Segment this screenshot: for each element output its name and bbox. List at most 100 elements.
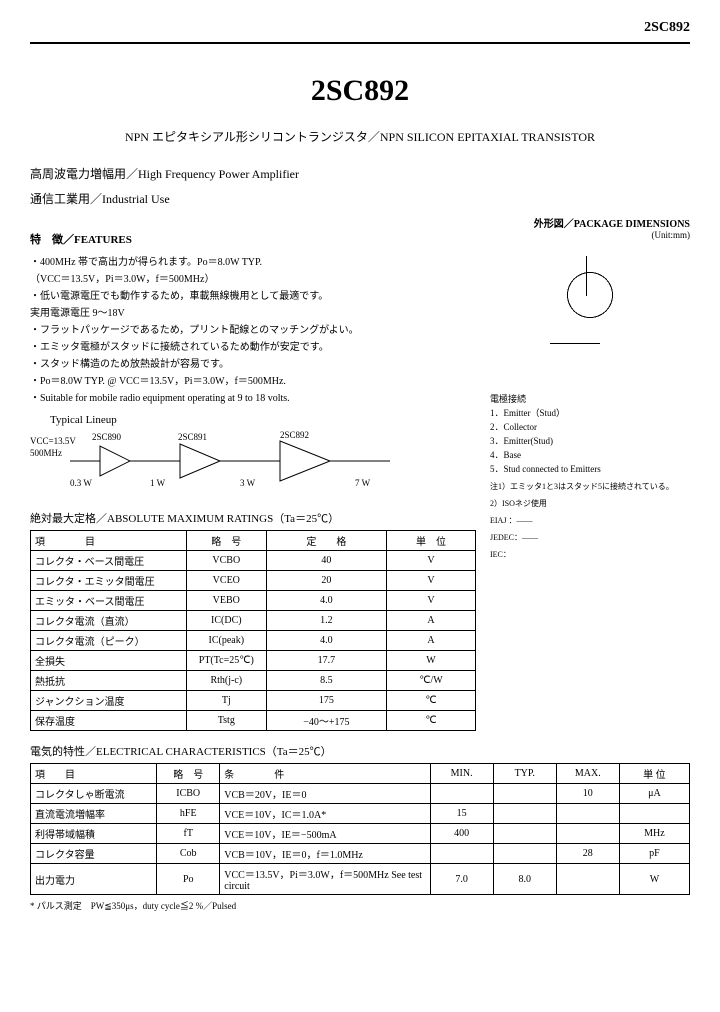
features-list: ・400MHz 帯で高出力が得られます。Po＝8.0W TYP. （VCC＝13… bbox=[30, 253, 476, 404]
table-cell bbox=[493, 784, 556, 804]
part-title: 2SC892 bbox=[30, 74, 690, 108]
table-cell: −40～+175 bbox=[266, 711, 386, 731]
table-cell: 8.0 bbox=[493, 864, 556, 895]
subtitle: NPN エピタキシアル形シリコントランジスタ／NPN SILICON EPITA… bbox=[30, 128, 690, 145]
table-cell: A bbox=[386, 611, 475, 631]
table-row: コレクタ・エミッタ間電圧VCEO20V bbox=[31, 571, 476, 591]
table-row: 熱抵抗Rth(j-c)8.5℃/W bbox=[31, 671, 476, 691]
table-cell: コレクタ・ベース間電圧 bbox=[31, 551, 187, 571]
lineup-freq: 500MHz bbox=[30, 448, 62, 458]
lineup-title: Typical Lineup bbox=[50, 414, 476, 426]
feature-item: 実用電源電圧 9～18V bbox=[30, 304, 476, 319]
table-cell: Rth(j-c) bbox=[186, 671, 266, 691]
table-cell: VEBO bbox=[186, 591, 266, 611]
table-cell: 直流電流増幅率 bbox=[31, 804, 157, 824]
table-cell bbox=[556, 824, 619, 844]
feature-item: ・Suitable for mobile radio equipment ope… bbox=[30, 389, 476, 404]
feature-item: ・エミッタ電極がスタッドに接続されているため動作が安定です。 bbox=[30, 338, 476, 353]
table-cell: 出力電力 bbox=[31, 864, 157, 895]
table-cell: 4.0 bbox=[266, 591, 386, 611]
abs-table: 項 目 略 号 定 格 単 位 コレクタ・ベース間電圧VCBO40Vコレクタ・エ… bbox=[30, 530, 476, 731]
feature-item: （VCC＝13.5V，Pi＝3.0W，f＝500MHz） bbox=[30, 270, 476, 285]
package-label: 1．Emitter（Stud） bbox=[490, 406, 690, 419]
table-cell: V bbox=[386, 571, 475, 591]
table-cell: 10 bbox=[556, 784, 619, 804]
header-rule bbox=[30, 42, 690, 44]
lineup-vcc: VCC=13.5V bbox=[30, 436, 76, 446]
package-std: EIAJ ：—— bbox=[490, 515, 690, 526]
table-cell: W bbox=[386, 651, 475, 671]
table-cell: fT bbox=[157, 824, 220, 844]
elec-col: 単 位 bbox=[619, 764, 689, 784]
package-note: 注1）エミッタ1と3はスタッド5に接続されている。 bbox=[490, 481, 690, 492]
lineup-out: 1 W bbox=[150, 478, 166, 488]
table-cell: ℃/W bbox=[386, 671, 475, 691]
app-line-1: 高周波電力増幅用／High Frequency Power Amplifier bbox=[30, 165, 690, 182]
table-cell: V bbox=[386, 551, 475, 571]
package-label: 2．Collector bbox=[490, 420, 690, 433]
features-heading: 特 徴／FEATURES bbox=[30, 231, 476, 247]
table-cell: 17.7 bbox=[266, 651, 386, 671]
table-cell: VCEO bbox=[186, 571, 266, 591]
table-cell: W bbox=[619, 864, 689, 895]
table-cell: PT(Tc=25℃) bbox=[186, 651, 266, 671]
table-cell bbox=[556, 864, 619, 895]
elec-col: TYP. bbox=[493, 764, 556, 784]
package-std: IEC： bbox=[490, 549, 690, 560]
table-cell: IC(DC) bbox=[186, 611, 266, 631]
table-row: 全損失PT(Tc=25℃)17.7W bbox=[31, 651, 476, 671]
table-cell: 1.2 bbox=[266, 611, 386, 631]
table-row: 出力電力PoVCC＝13.5V，Pi＝3.0W，f＝500MHz See tes… bbox=[31, 864, 690, 895]
table-cell: 175 bbox=[266, 691, 386, 711]
table-row: エミッタ・ベース間電圧VEBO4.0V bbox=[31, 591, 476, 611]
table-cell: 4.0 bbox=[266, 631, 386, 651]
package-label: 3．Emitter(Stud) bbox=[490, 434, 690, 447]
table-cell: 保存温度 bbox=[31, 711, 187, 731]
table-cell: コレクタ・エミッタ間電圧 bbox=[31, 571, 187, 591]
table-cell: 8.5 bbox=[266, 671, 386, 691]
package-column: 外形図／PACKAGE DIMENSIONS (Unit:mm) 電極接続 1．… bbox=[490, 215, 690, 731]
lineup-out: 3 W bbox=[240, 478, 256, 488]
table-cell bbox=[556, 804, 619, 824]
table-cell: VCE＝10V，IE＝−500mA bbox=[220, 824, 430, 844]
table-row: 直流電流増幅率hFEVCE＝10V，IC＝1.0A*15 bbox=[31, 804, 690, 824]
table-cell: Tj bbox=[186, 691, 266, 711]
page-header-part: 2SC892 bbox=[30, 20, 690, 36]
abs-col: 定 格 bbox=[266, 531, 386, 551]
table-cell: A bbox=[386, 631, 475, 651]
abs-col: 略 号 bbox=[186, 531, 266, 551]
table-cell bbox=[619, 804, 689, 824]
lineup-stage-part: 2SC891 bbox=[178, 432, 207, 442]
lineup-out: 7 W bbox=[355, 478, 371, 488]
table-row: コレクタしゃ断電流ICBOVCB＝20V，IE＝010μA bbox=[31, 784, 690, 804]
abs-col: 項 目 bbox=[31, 531, 187, 551]
lineup-stage-part: 2SC892 bbox=[280, 430, 309, 440]
table-cell: μA bbox=[619, 784, 689, 804]
table-row: コレクタ電流（ピーク）IC(peak)4.0A bbox=[31, 631, 476, 651]
elec-col: MIN. bbox=[430, 764, 493, 784]
elec-col: 条 件 bbox=[220, 764, 430, 784]
lineup-stage-part: 2SC890 bbox=[92, 432, 122, 442]
feature-item: ・フラットパッケージであるため，プリント配線とのマッチングがよい。 bbox=[30, 321, 476, 336]
elec-col: MAX. bbox=[556, 764, 619, 784]
elec-col: 略 号 bbox=[157, 764, 220, 784]
table-cell bbox=[493, 824, 556, 844]
table-cell: IC(peak) bbox=[186, 631, 266, 651]
table-cell: 28 bbox=[556, 844, 619, 864]
table-cell: VCBO bbox=[186, 551, 266, 571]
table-row: 保存温度Tstg−40～+175℃ bbox=[31, 711, 476, 731]
feature-item: ・400MHz 帯で高出力が得られます。Po＝8.0W TYP. bbox=[30, 253, 476, 268]
table-cell: コレクタ電流（直流） bbox=[31, 611, 187, 631]
table-cell bbox=[493, 844, 556, 864]
table-cell: VCB＝20V，IE＝0 bbox=[220, 784, 430, 804]
package-std: JEDEC：—— bbox=[490, 532, 690, 543]
feature-item: ・スタッド構造のため放熱設計が容易です。 bbox=[30, 355, 476, 370]
table-cell: V bbox=[386, 591, 475, 611]
package-label-head: 電極接続 bbox=[490, 392, 690, 405]
table-cell: hFE bbox=[157, 804, 220, 824]
package-unit: (Unit:mm) bbox=[490, 230, 690, 240]
feature-item: ・低い電源電圧でも動作するため，車載無線機用として最適です。 bbox=[30, 287, 476, 302]
table-cell: 全損失 bbox=[31, 651, 187, 671]
abs-col: 単 位 bbox=[386, 531, 475, 551]
table-cell: コレクタ電流（ピーク） bbox=[31, 631, 187, 651]
